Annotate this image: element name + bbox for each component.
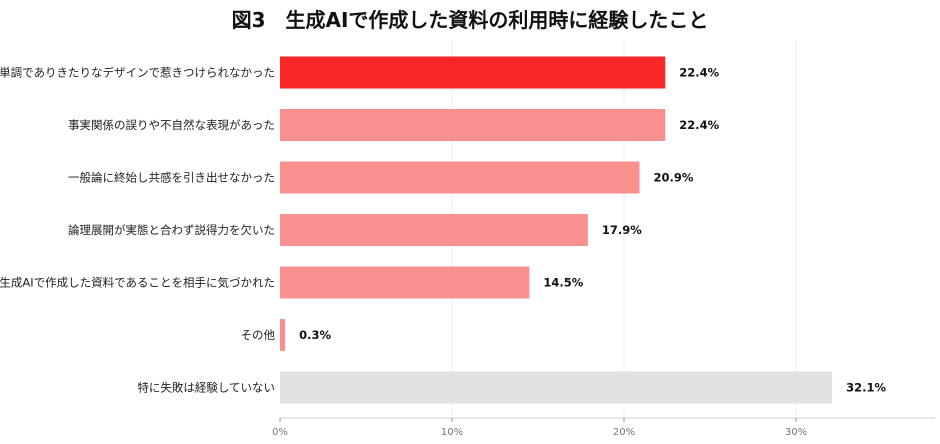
bar-6 — [280, 319, 286, 351]
bar-layer — [280, 56, 833, 404]
bar-3 — [280, 161, 640, 194]
x-tick-label-10: 10% — [441, 427, 463, 438]
category-label-6: その他 — [241, 328, 276, 342]
value-label-6: 0.3% — [299, 328, 331, 342]
category-label-7: 特に失敗は経験していない — [137, 381, 275, 395]
bar-1 — [280, 56, 666, 89]
x-axis: 0% 10% 20% 30% — [272, 417, 935, 438]
category-label-2: 事実関係の誤りや不自然な表現があった — [68, 118, 275, 132]
value-label-3: 20.9% — [653, 171, 693, 185]
chart-title: 図3 生成AIで作成した資料の利用時に経験したこと — [231, 8, 709, 32]
value-label-7: 32.1% — [846, 381, 886, 395]
x-tick-label-30: 30% — [785, 427, 807, 438]
bar-4 — [280, 214, 588, 246]
x-tick-label-0: 0% — [272, 427, 288, 438]
category-label-3: 一般論に終始し共感を引き出せなかった — [68, 171, 275, 185]
value-label-5: 14.5% — [543, 276, 583, 290]
value-label-1: 22.4% — [679, 66, 719, 80]
value-label-4: 17.9% — [602, 223, 642, 237]
bar-2 — [280, 109, 666, 141]
category-label-5: 生成AIで作成した資料であることを相手に気づかれた — [0, 276, 275, 290]
category-label-1: 単調でありきたりなデザインで惹きつけられなかった — [0, 66, 275, 80]
x-tick-label-20: 20% — [613, 427, 635, 438]
bar-5 — [280, 266, 530, 299]
label-layer: 単調でありきたりなデザインで惹きつけられなかった 22.4% 事実関係の誤りや不自然… — [0, 66, 886, 395]
bar-7 — [280, 371, 833, 404]
category-label-4: 論理展開が実態と合わず説得力を欠いた — [68, 223, 275, 237]
value-label-2: 22.4% — [679, 118, 719, 132]
